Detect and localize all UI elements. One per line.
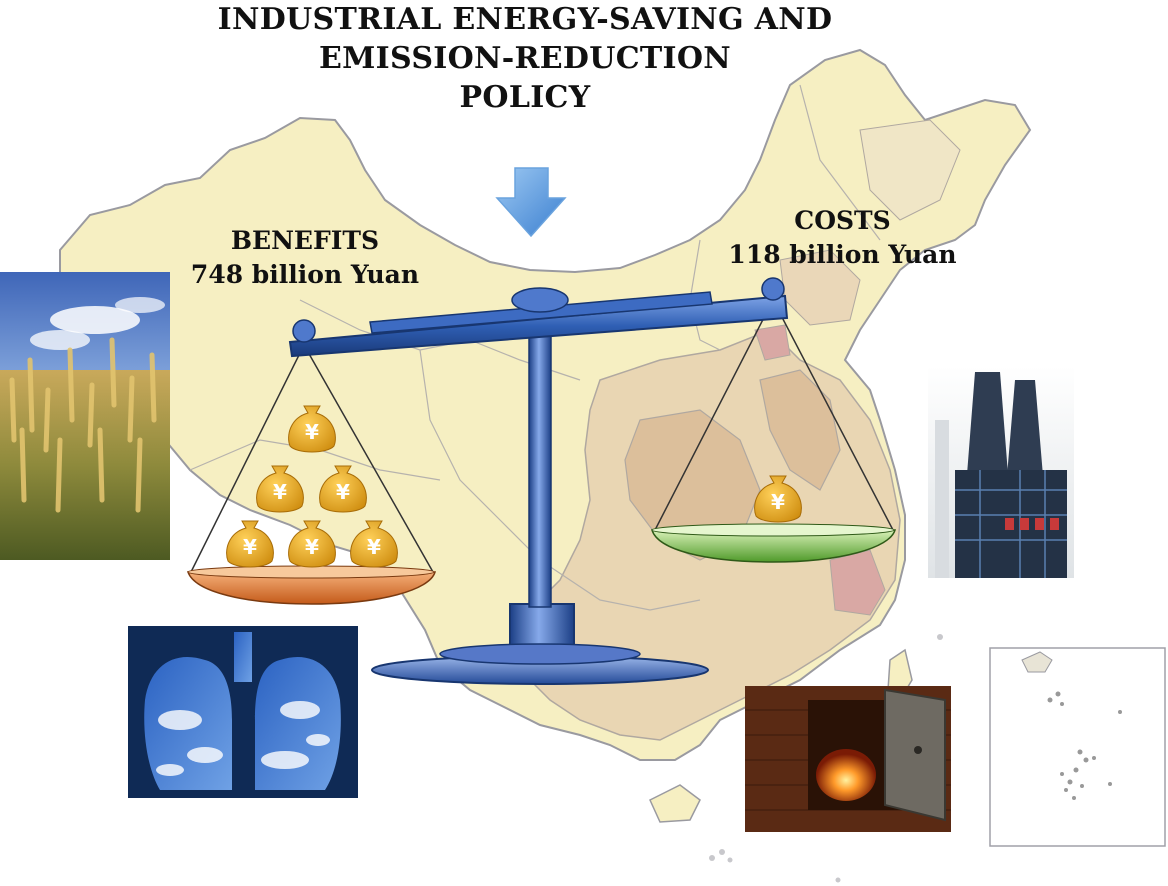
furnace-photo bbox=[745, 686, 951, 832]
yen-symbol: ¥ bbox=[771, 490, 785, 514]
title-line-3: POLICY bbox=[459, 80, 591, 115]
costs-pan bbox=[650, 523, 896, 563]
yen-symbol: ¥ bbox=[243, 535, 257, 559]
wheat-field-photo bbox=[0, 272, 170, 560]
policy-title: INDUSTRIAL ENERGY-SAVING AND EMISSION-RE… bbox=[170, 0, 880, 117]
balance-scale-icon bbox=[190, 277, 894, 685]
money-bag-icon: ¥ bbox=[754, 475, 802, 523]
yen-symbol: ¥ bbox=[336, 480, 350, 504]
title-line-2: EMISSION-REDUCTION bbox=[319, 41, 731, 76]
lungs-sky-photo bbox=[128, 626, 358, 798]
benefits-pan bbox=[186, 565, 436, 605]
money-bag-icon: ¥ bbox=[226, 520, 274, 568]
costs-label: COSTS 118 billion Yuan bbox=[715, 204, 970, 272]
money-bag-icon: ¥ bbox=[350, 520, 398, 568]
money-bag-icon: ¥ bbox=[319, 465, 367, 513]
money-bag-icon: ¥ bbox=[288, 405, 336, 453]
money-bags: ¥ ¥ ¥ ¥ ¥ ¥ ¥ bbox=[226, 405, 802, 568]
benefits-value: 748 billion Yuan bbox=[190, 260, 420, 289]
yen-symbol: ¥ bbox=[305, 535, 319, 559]
yen-symbol: ¥ bbox=[305, 420, 319, 444]
costs-heading: COSTS bbox=[794, 206, 891, 235]
south-sea-islands-inset bbox=[989, 647, 1166, 847]
costs-value: 118 billion Yuan bbox=[728, 240, 957, 269]
money-bag-icon: ¥ bbox=[288, 520, 336, 568]
benefits-label: BENEFITS 748 billion Yuan bbox=[175, 224, 435, 292]
industrial-plant-photo bbox=[928, 366, 1074, 578]
money-bag-icon: ¥ bbox=[256, 465, 304, 513]
title-line-1: INDUSTRIAL ENERGY-SAVING AND bbox=[217, 2, 833, 37]
yen-symbol: ¥ bbox=[367, 535, 381, 559]
benefits-heading: BENEFITS bbox=[230, 226, 380, 255]
down-arrow-icon bbox=[495, 167, 567, 238]
yen-symbol: ¥ bbox=[273, 480, 287, 504]
